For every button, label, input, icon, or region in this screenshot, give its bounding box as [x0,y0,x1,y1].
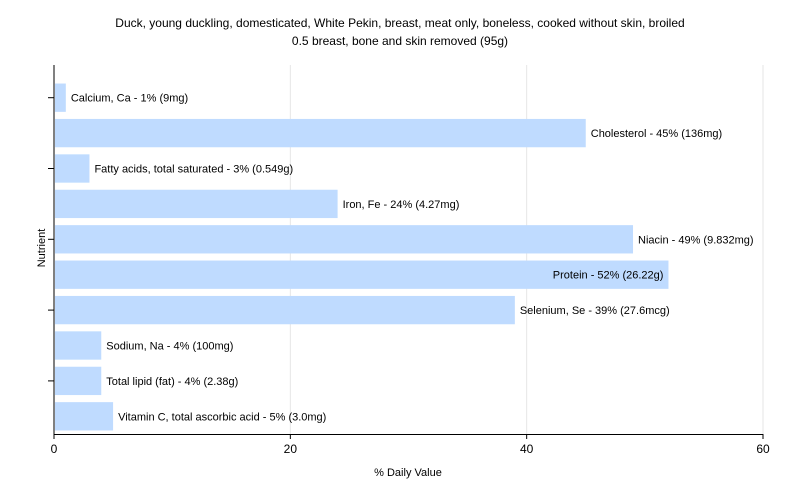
bar [55,402,114,431]
bar-label: Vitamin C, total ascorbic acid - 5% (3.0… [118,411,326,423]
x-tick-label: 0 [51,442,58,456]
bar-label: Selenium, Se - 39% (27.6mcg) [520,305,670,317]
axes: 0 20 40 60 [48,65,770,456]
x-tick-label: 40 [520,442,534,456]
bar-label: Fatty acids, total saturated - 3% (0.549… [94,164,293,176]
bar-label: Sodium, Na - 4% (100mg) [106,341,233,353]
bar-label: Iron, Fe - 24% (4.27mg) [343,199,460,211]
x-axis-label: % Daily Value [374,467,442,479]
bar [55,331,102,360]
bar [55,366,102,396]
bar [55,225,634,254]
bar-label: Calcium, Ca - 1% (9mg) [71,93,188,105]
bar [55,189,338,219]
bar [55,295,515,325]
bar [55,154,90,183]
x-tick-label: 20 [284,442,298,456]
bar-label: Niacin - 49% (9.832mg) [638,234,754,246]
y-axis-label: Nutrient [36,229,48,268]
bar-label: Total lipid (fat) - 4% (2.38g) [106,376,238,388]
bar-label: Protein - 52% (26.22g) [553,270,664,282]
bar [55,83,66,112]
chart-title: Duck, young duckling, domesticated, Whit… [115,16,684,30]
x-tick-label: 60 [756,442,770,456]
bar-label: Cholesterol - 45% (136mg) [591,128,722,140]
chart-subtitle: 0.5 breast, bone and skin removed (95g) [292,34,508,48]
bars: Calcium, Ca - 1% (9mg) Cholesterol - 45% … [55,83,754,431]
bar [55,260,669,289]
bar [55,118,586,148]
